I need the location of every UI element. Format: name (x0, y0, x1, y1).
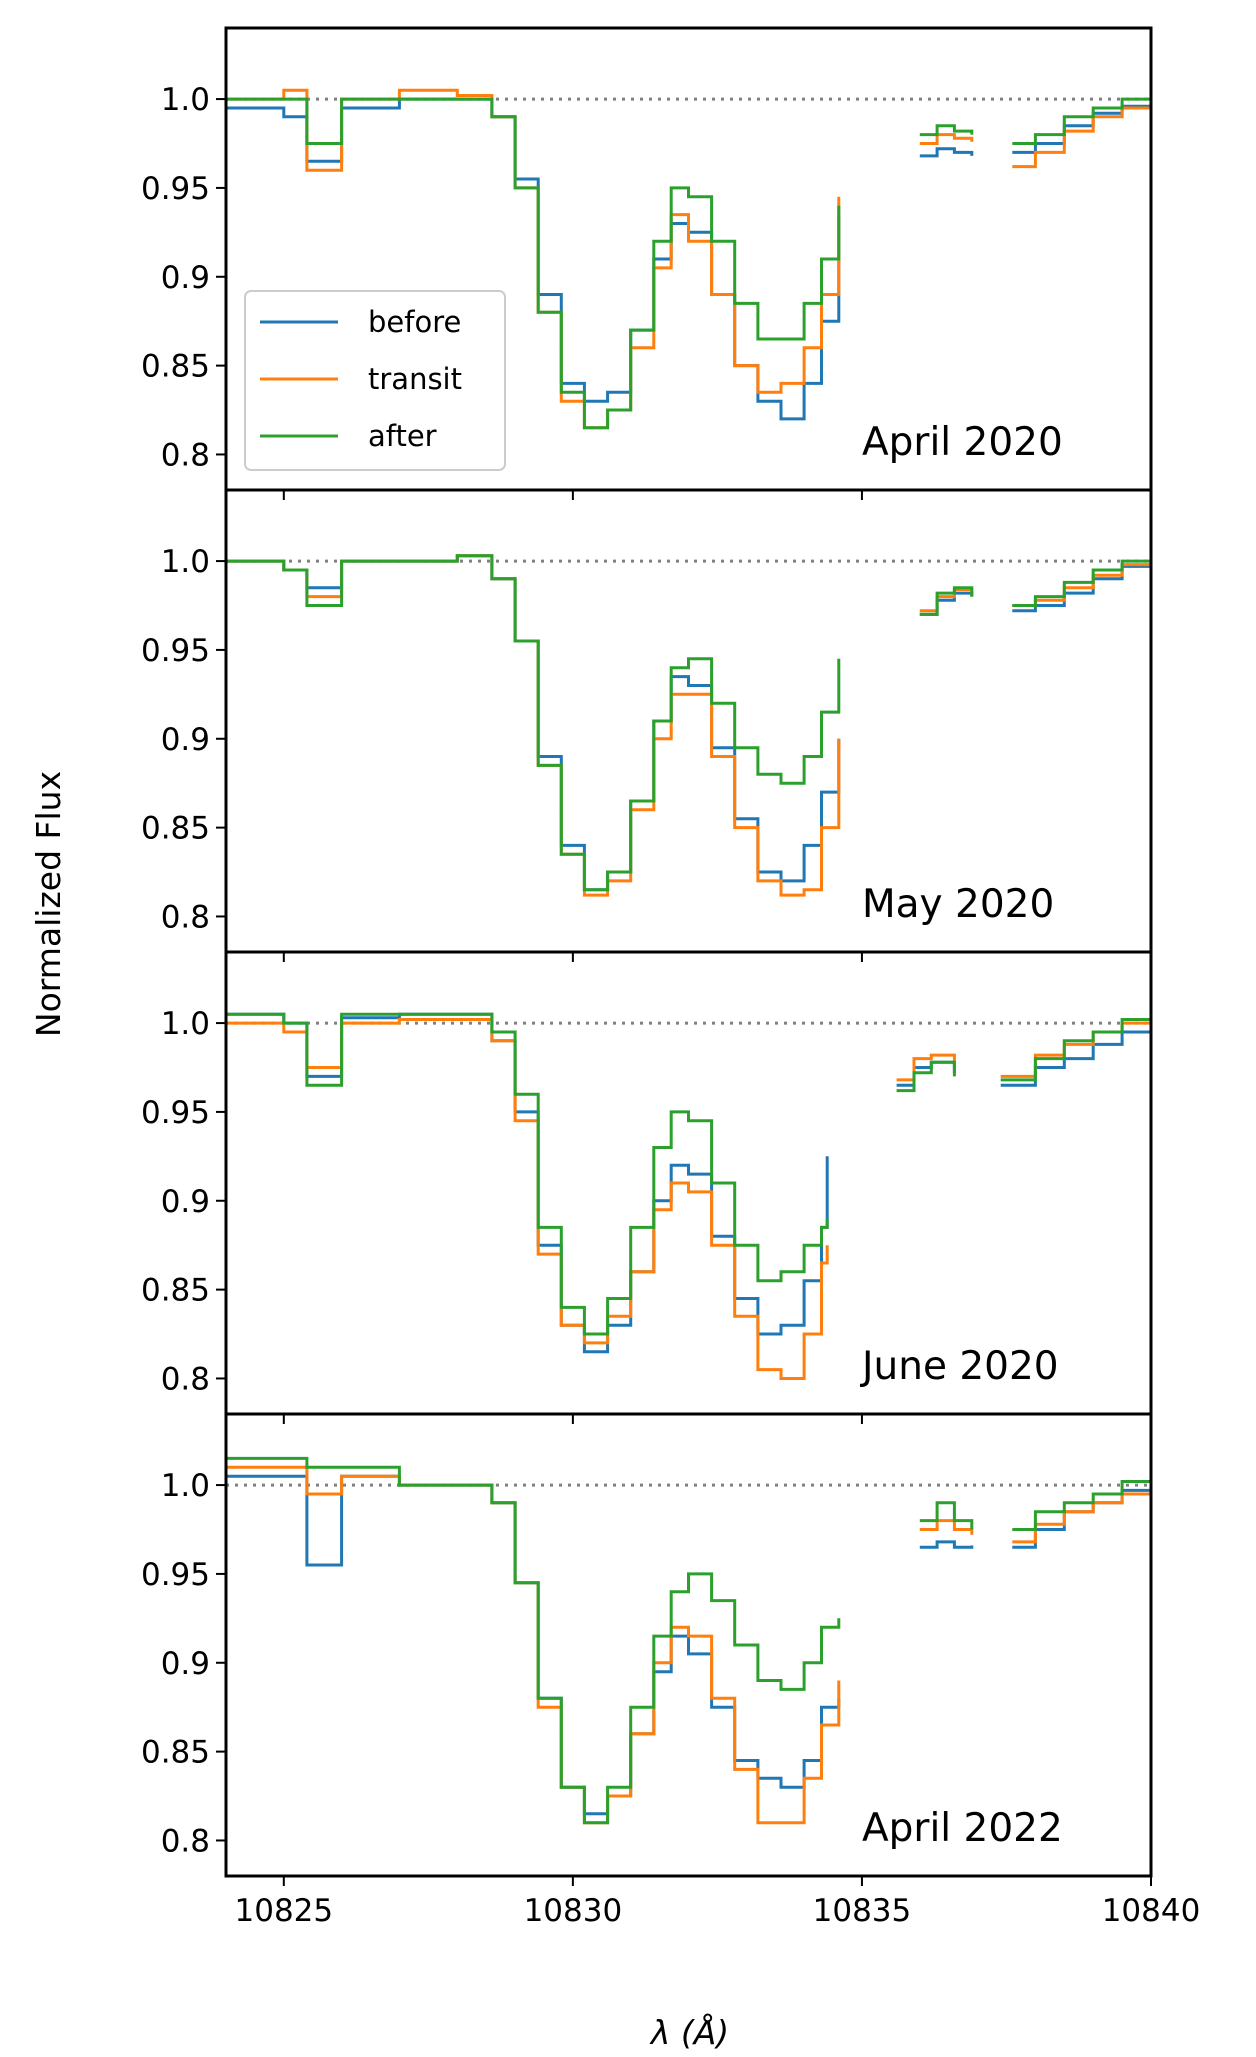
series-line-after-segment-3 (1012, 97, 1151, 145)
series-line-after-segment-3 (1012, 557, 1151, 607)
y-axis-label: Normalized Flux (29, 771, 68, 1037)
y-tick-label: 0.95 (141, 171, 210, 207)
series-line-after-segment-2 (919, 124, 974, 137)
panel-3: 0.8 0.85 0.9 0.95 1.0 June 2020 (141, 950, 1153, 1424)
y-tick-label: 0.85 (141, 1735, 210, 1771)
panel-label: June 2020 (859, 1344, 1059, 1389)
series-line-transit-segment-1 (226, 1018, 829, 1380)
y-tick-label: 0.9 (161, 1184, 210, 1220)
panel-label: April 2022 (862, 1806, 1063, 1851)
legend-box (244, 290, 506, 471)
series-group (226, 88, 1151, 430)
series-group (226, 1456, 1151, 1825)
y-tick-label: 0.95 (141, 1557, 210, 1593)
y-tick-label: 1.0 (161, 1006, 210, 1042)
y-tick-label: 0.95 (141, 1095, 210, 1131)
panel-label: May 2020 (862, 882, 1054, 927)
series-line-transit-segment-3 (1000, 1017, 1151, 1078)
series-line-before-segment-1 (226, 1012, 829, 1354)
y-tick-label: 0.85 (141, 811, 210, 847)
y-tick-label: 0.95 (141, 633, 210, 669)
series-line-transit-segment-3 (1012, 102, 1151, 169)
panel-2: 0.8 0.85 0.9 0.95 1.0 May 2020 (141, 488, 1153, 962)
legend-label-before: before (368, 305, 461, 339)
x-tick-label: 10830 (524, 1893, 623, 1929)
series-group (226, 554, 1151, 897)
x-tick-label: 10840 (1102, 1893, 1201, 1929)
series-line-after-segment-2 (919, 586, 974, 616)
series-group (226, 1012, 1151, 1380)
series-line-before-segment-2 (919, 1540, 974, 1549)
x-tick-label: 10825 (235, 1893, 334, 1929)
y-tick-label: 1.0 (161, 82, 210, 118)
series-line-after-segment-3 (1012, 1479, 1151, 1531)
x-axis-label: λ (Å) (649, 2012, 729, 2052)
series-line-after-segment-2 (919, 1501, 974, 1530)
y-tick-label: 0.85 (141, 349, 210, 385)
series-line-after-segment-1 (226, 1456, 841, 1825)
panel-label: April 2020 (862, 420, 1063, 465)
series-line-transit-segment-2 (919, 1519, 974, 1535)
y-tick-label: 0.8 (161, 899, 210, 935)
legend-label-after: after (368, 419, 437, 453)
y-tick-label: 0.9 (161, 722, 210, 758)
panels: 0.8 0.85 0.9 0.95 1.0 April 2020 0.8 0.85 0.9 0.9… (141, 26, 1201, 1929)
y-tick-label: 0.85 (141, 1273, 210, 1309)
series-line-after-segment-3 (1000, 1014, 1151, 1082)
series-line-transit-segment-3 (1012, 1485, 1151, 1544)
y-tick-label: 1.0 (161, 544, 210, 580)
series-line-after-segment-1 (226, 554, 841, 892)
y-tick-label: 0.8 (161, 437, 210, 473)
y-tick-label: 1.0 (161, 1468, 210, 1504)
series-line-after-segment-2 (896, 1060, 956, 1093)
legend: before transit after (244, 290, 506, 471)
series-line-before-segment-2 (919, 147, 974, 158)
panel-1: 0.8 0.85 0.9 0.95 1.0 April 2020 (141, 26, 1153, 500)
y-tick-label: 0.9 (161, 260, 210, 296)
legend-label-transit: transit (368, 362, 462, 396)
x-tick-label: 10835 (813, 1893, 912, 1929)
series-line-before-segment-1 (226, 97, 841, 421)
y-tick-label: 0.8 (161, 1823, 210, 1859)
panel-frame (224, 1412, 1153, 1878)
series-line-before-segment-3 (1012, 561, 1151, 613)
series-line-transit-segment-2 (919, 133, 974, 145)
panel-4: 0.8 0.85 0.9 0.95 1.0 April 2022 10825 10830 108… (141, 1412, 1201, 1929)
y-tick-label: 0.9 (161, 1646, 210, 1682)
y-tick-label: 0.8 (161, 1361, 210, 1397)
series-line-after-segment-1 (226, 97, 841, 430)
series-line-after-segment-1 (226, 1012, 829, 1336)
